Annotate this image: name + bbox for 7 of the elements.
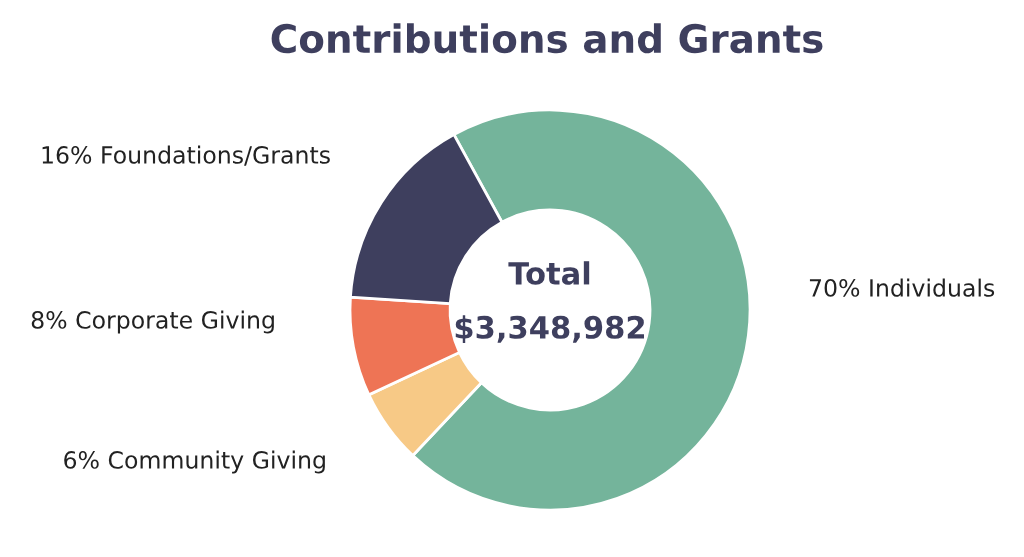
slice-label: 6% Community Giving	[64, 450, 325, 474]
text: $3,348,982	[455, 315, 644, 343]
text: Total	[508, 261, 590, 285]
slice-label: 70% Individuals	[809, 278, 995, 297]
slice-label: 8% Corporate Giving	[31, 310, 274, 334]
slice-label: 16% Foundations/Grants	[42, 145, 330, 166]
chart-title: Contributions and Grants	[271, 23, 823, 54]
